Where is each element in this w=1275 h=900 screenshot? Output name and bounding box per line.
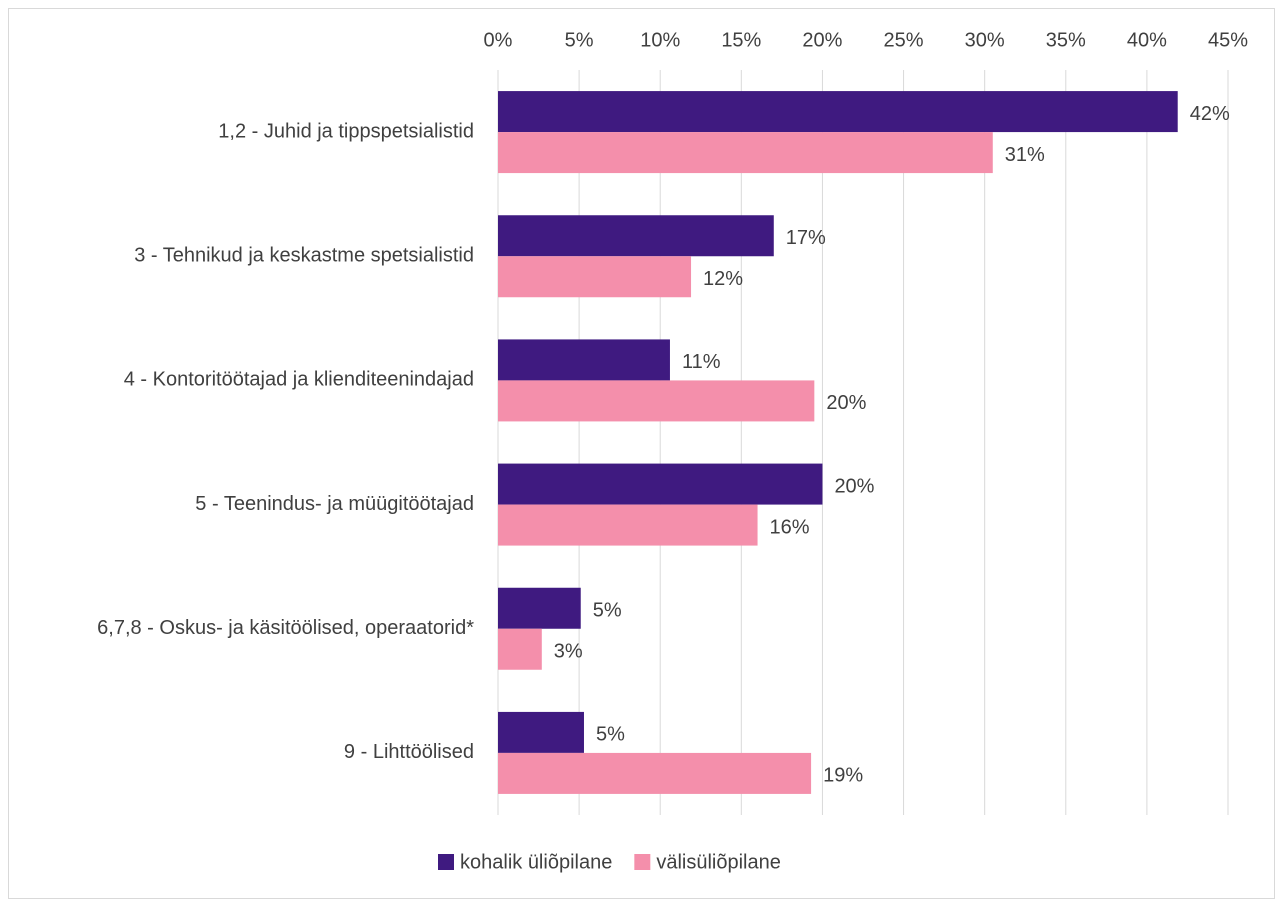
y-tick-label: 5 - Teenindus- ja müügitöötajad <box>195 493 474 515</box>
x-tick-label: 45% <box>1208 29 1248 51</box>
bar <box>498 339 670 381</box>
legend-label: välisüliõpilane <box>656 851 781 873</box>
data-label: 17% <box>786 227 826 249</box>
data-label: 16% <box>770 516 810 538</box>
data-label: 11% <box>682 351 721 373</box>
y-tick-label: 4 - Kontoritöötajad ja klienditeenindaja… <box>124 369 474 391</box>
x-tick-label: 25% <box>884 29 924 51</box>
y-tick-label: 9 - Lihttöölised <box>344 741 474 763</box>
bar <box>498 463 823 505</box>
x-tick-label: 40% <box>1127 29 1167 51</box>
x-tick-label: 5% <box>565 29 594 51</box>
data-label: 42% <box>1190 103 1230 125</box>
data-label: 5% <box>596 724 625 746</box>
bar <box>498 504 758 546</box>
data-label: 5% <box>593 600 622 622</box>
bar <box>498 752 812 794</box>
bar <box>498 711 584 753</box>
data-label: 3% <box>554 641 583 663</box>
x-tick-label: 15% <box>721 29 761 51</box>
x-tick-label: 0% <box>484 29 513 51</box>
x-tick-label: 30% <box>965 29 1005 51</box>
data-label: 20% <box>834 475 874 497</box>
legend-swatch <box>438 854 454 870</box>
x-tick-label: 20% <box>802 29 842 51</box>
bar <box>498 132 993 174</box>
y-tick-label: 6,7,8 - Oskus- ja käsitöölised, operaato… <box>97 617 474 639</box>
bar <box>498 380 815 422</box>
bar <box>498 256 692 298</box>
data-label: 12% <box>703 268 743 290</box>
bar <box>498 215 774 257</box>
bar <box>498 587 581 629</box>
data-label: 19% <box>823 765 863 787</box>
x-tick-label: 35% <box>1046 29 1086 51</box>
legend-swatch <box>634 854 651 870</box>
y-tick-label: 1,2 - Juhid ja tippspetsialistid <box>218 120 474 142</box>
bar <box>498 628 542 670</box>
x-tick-label: 10% <box>640 29 680 51</box>
data-label: 31% <box>1005 144 1045 166</box>
legend-label: kohalik üliõpilane <box>460 851 612 873</box>
bar <box>498 91 1178 133</box>
data-label: 20% <box>826 392 866 414</box>
y-tick-label: 3 - Tehnikud ja keskastme spetsialistid <box>134 245 474 267</box>
